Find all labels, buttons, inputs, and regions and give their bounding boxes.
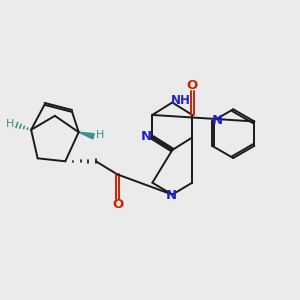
Text: H: H [5, 119, 14, 129]
Text: N: N [166, 189, 177, 202]
Text: H: H [96, 130, 104, 140]
Text: N: N [140, 130, 152, 143]
Text: N: N [212, 114, 223, 128]
Text: NH: NH [171, 94, 190, 106]
Text: O: O [187, 79, 198, 92]
Polygon shape [79, 132, 94, 139]
Text: O: O [112, 198, 124, 211]
